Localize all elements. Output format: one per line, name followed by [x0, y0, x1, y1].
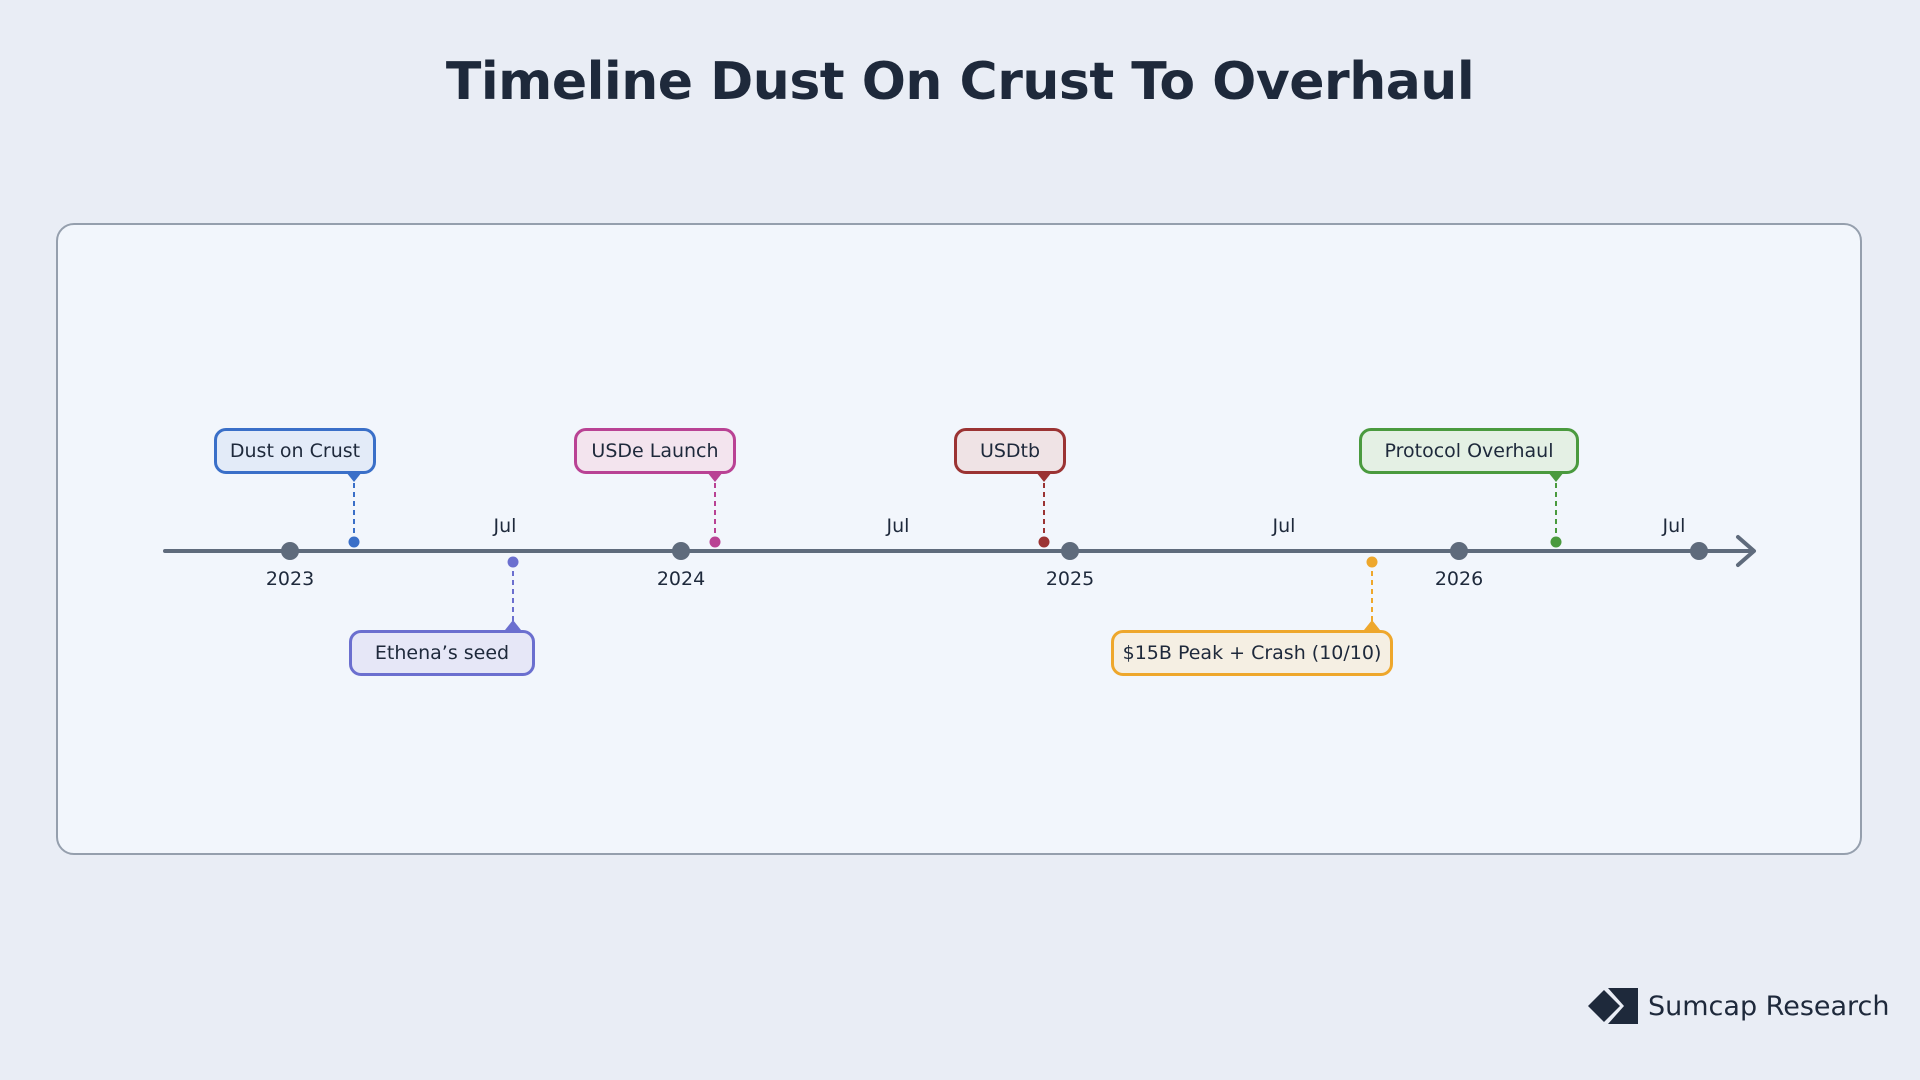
- event-pointer-icon: [1036, 472, 1052, 482]
- timeline-arrow-icon: [1736, 535, 1756, 567]
- tick-marker-2023: [281, 542, 299, 560]
- event-pointer-icon: [505, 620, 521, 630]
- event-label: USDe Launch: [574, 428, 736, 474]
- tick-marker-2025: [1061, 542, 1079, 560]
- tick-markers: [281, 542, 1708, 560]
- year-tick-label: 2026: [1434, 568, 1484, 590]
- event-label: $15B Peak + Crash (10/10): [1111, 630, 1393, 676]
- brand-name: Sumcap Research: [1648, 990, 1890, 1022]
- event-label: USDtb: [954, 428, 1066, 474]
- sumcap-logo-icon: [1588, 988, 1638, 1024]
- event-label: Protocol Overhaul: [1359, 428, 1579, 474]
- event-label: Ethena’s seed: [349, 630, 535, 676]
- event-pointer-icon: [1548, 472, 1564, 482]
- year-tick-label: 2024: [656, 568, 706, 590]
- event-pointer-icon: [1364, 620, 1380, 630]
- tick-marker-2026: [1450, 542, 1468, 560]
- event-pointer-icon: [346, 472, 362, 482]
- page-title: Timeline Dust On Crust To Overhaul: [445, 52, 1475, 112]
- month-tick-label: Jul: [1272, 515, 1296, 537]
- tick-marker-end: [1690, 542, 1708, 560]
- year-tick-label: 2023: [265, 568, 315, 590]
- month-tick-label: Jul: [493, 515, 517, 537]
- month-tick-label: Jul: [1662, 515, 1686, 537]
- event-connectors: [346, 472, 1564, 630]
- event-pointer-icon: [707, 472, 723, 482]
- event-label: Dust on Crust: [214, 428, 376, 474]
- month-tick-label: Jul: [886, 515, 910, 537]
- year-tick-label: 2025: [1045, 568, 1095, 590]
- brand-logo: Sumcap Research: [1588, 986, 1890, 1026]
- tick-marker-2024: [672, 542, 690, 560]
